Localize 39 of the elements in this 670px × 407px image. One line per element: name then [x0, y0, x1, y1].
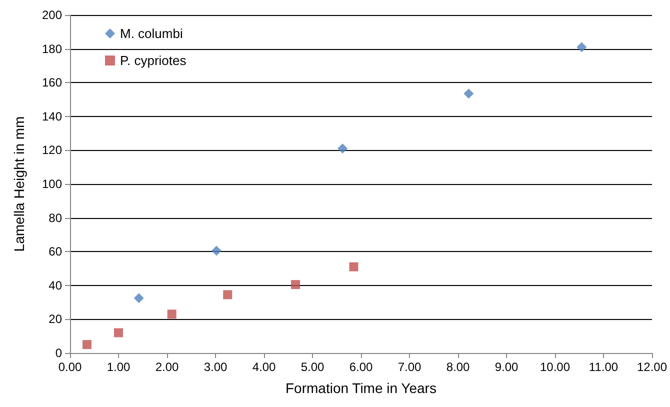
- point: [211, 246, 222, 256]
- point: [576, 42, 587, 52]
- x-tick-label: 7.00: [398, 360, 422, 374]
- point: [291, 280, 300, 290]
- x-axis-title: Formation Time in Years: [286, 380, 436, 396]
- legend-label: M. columbi: [120, 26, 183, 41]
- x-tick-label: 8.00: [446, 360, 470, 374]
- y-tick-label: 200: [42, 8, 62, 22]
- x-tick-label: 11.00: [588, 360, 618, 374]
- point: [349, 262, 358, 272]
- y-tick-label: 140: [42, 109, 62, 124]
- x-tick-label: 12.00: [636, 360, 668, 374]
- y-tick-label: 80: [48, 210, 62, 225]
- y-tick-label: 160: [42, 76, 62, 90]
- x-tick-label: 6.00: [349, 360, 373, 374]
- y-tick-label: 0: [55, 346, 62, 360]
- x-tick-label: 9.00: [494, 360, 518, 374]
- point: [134, 293, 144, 304]
- y-tick-label: 120: [42, 143, 62, 158]
- x-tick-label: 10.00: [540, 360, 570, 374]
- y-axis-title: Lamella Height in mm: [11, 116, 27, 252]
- x-tick-label: 0.00: [58, 360, 82, 374]
- x-tick-label: 3.00: [204, 360, 228, 374]
- x-tick-label: 5.00: [300, 360, 324, 374]
- y-tick-label: 40: [48, 278, 62, 292]
- point: [114, 328, 123, 338]
- x-tick-label: 2.00: [155, 360, 179, 374]
- y-tick-label: 100: [42, 177, 62, 191]
- point: [223, 290, 232, 300]
- y-tick-label: 60: [48, 244, 62, 259]
- point: [82, 340, 92, 350]
- legend-label: P. cypriotes: [120, 53, 187, 68]
- x-tick-label: 4.00: [252, 360, 276, 374]
- point: [464, 88, 474, 99]
- y-tick-label: 20: [48, 312, 62, 326]
- y-tick-label: 180: [42, 42, 62, 56]
- point: [167, 310, 176, 319]
- x-tick-label: 1.00: [106, 360, 130, 374]
- point: [338, 144, 348, 154]
